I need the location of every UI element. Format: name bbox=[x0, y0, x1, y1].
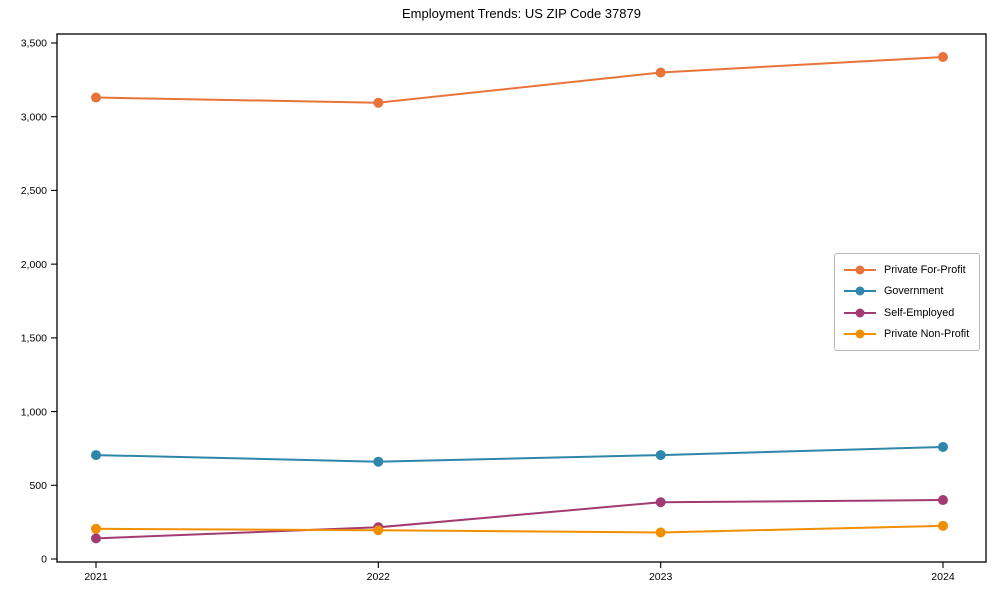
x-axis-tick-label: 2023 bbox=[649, 571, 673, 583]
legend-swatch-private-non-profit bbox=[844, 329, 876, 339]
y-axis-tick-label: 3,500 bbox=[21, 38, 47, 50]
data-point-private-non-profit bbox=[655, 527, 666, 538]
legend-label: Private Non-Profit bbox=[884, 328, 970, 341]
legend-item-private-non-profit: Private Non-Profit bbox=[843, 324, 979, 346]
data-point-private-non-profit bbox=[373, 525, 384, 536]
data-point-private-non-profit bbox=[937, 520, 948, 531]
data-point-private-for-profit bbox=[373, 97, 384, 108]
series-line-government bbox=[95, 445, 944, 463]
legend-label: Private For-Profit bbox=[884, 263, 966, 276]
legend-swatch-self-employed bbox=[844, 308, 876, 318]
chart-title: Employment Trends: US ZIP Code 37879 bbox=[402, 6, 641, 21]
data-point-self-employed bbox=[937, 495, 948, 506]
y-axis-tick-label: 1,500 bbox=[21, 333, 47, 345]
legend-label: Government bbox=[884, 285, 944, 298]
y-axis-tick-label: 2,500 bbox=[21, 185, 47, 197]
data-point-self-employed bbox=[91, 533, 101, 544]
y-axis-tick-label: 1,000 bbox=[21, 406, 47, 418]
legend-swatch-private-for-profit bbox=[844, 265, 876, 275]
series-line-private-non-profit bbox=[95, 524, 944, 534]
data-point-private-for-profit bbox=[91, 92, 101, 103]
x-axis-tick-label: 2021 bbox=[84, 571, 108, 583]
data-point-private-for-profit bbox=[655, 67, 666, 78]
legend-swatch-government bbox=[844, 286, 876, 296]
data-point-self-employed bbox=[655, 497, 666, 508]
legend-marker bbox=[855, 329, 865, 339]
data-point-private-for-profit bbox=[937, 52, 948, 63]
legend-label: Self-Employed bbox=[884, 306, 955, 319]
legend-item-self-employed: Self-Employed bbox=[843, 302, 979, 324]
y-axis-tick-label: 3,000 bbox=[21, 111, 47, 123]
legend-marker bbox=[855, 308, 865, 318]
y-axis-tick-label: 0 bbox=[41, 554, 47, 566]
y-axis-tick-label: 500 bbox=[29, 480, 47, 492]
y-axis-tick-label: 2,000 bbox=[21, 259, 47, 271]
data-point-government bbox=[373, 456, 384, 467]
legend-item-government: Government bbox=[843, 281, 979, 303]
legend-marker bbox=[855, 286, 865, 296]
series-line-private-for-profit bbox=[95, 56, 944, 104]
series-line-self-employed bbox=[95, 499, 943, 540]
legend: Private For-Profit Government Self-Employe… bbox=[834, 253, 980, 351]
x-axis-tick-label: 2022 bbox=[367, 571, 391, 583]
data-point-private-non-profit bbox=[91, 523, 101, 534]
plot-border bbox=[56, 33, 987, 563]
data-point-government bbox=[91, 450, 101, 461]
data-point-government bbox=[937, 441, 948, 452]
x-axis-tick-label: 2024 bbox=[931, 571, 955, 583]
data-point-government bbox=[655, 450, 666, 461]
legend-item-private-for-profit: Private For-Profit bbox=[843, 259, 979, 281]
legend-marker bbox=[855, 265, 865, 275]
